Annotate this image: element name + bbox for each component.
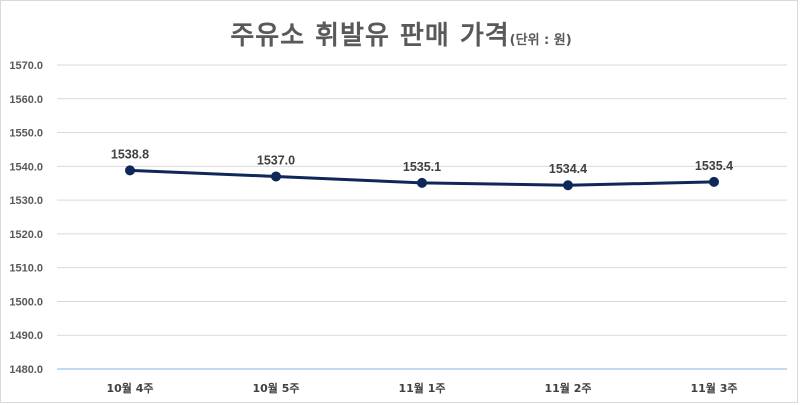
x-tick-label: 10월 5주 xyxy=(252,381,299,395)
data-point xyxy=(271,171,281,182)
data-label: 1535.1 xyxy=(403,160,441,174)
chart-subtitle: (단위 : 원) xyxy=(509,33,572,48)
y-tick-label: 1560.0 xyxy=(9,94,43,106)
y-tick-label: 1570.0 xyxy=(9,60,43,72)
y-tick-label: 1540.0 xyxy=(9,161,43,173)
y-tick-label: 1550.0 xyxy=(9,128,43,140)
chart-title-block: 주유소 휘발유 판매 가격(단위 : 원) xyxy=(1,15,800,52)
x-tick-label: 10월 4주 xyxy=(106,381,153,395)
x-tick-label: 11월 3주 xyxy=(690,381,737,395)
data-point xyxy=(125,165,135,176)
y-tick-label: 1480.0 xyxy=(9,364,43,376)
y-tick-label: 1520.0 xyxy=(9,229,43,241)
data-point xyxy=(563,180,573,191)
data-point xyxy=(417,177,427,188)
y-tick-label: 1510.0 xyxy=(9,263,43,275)
data-point xyxy=(709,176,719,187)
data-label: 1538.8 xyxy=(111,147,149,161)
y-tick-label: 1530.0 xyxy=(9,195,43,207)
y-tick-label: 1490.0 xyxy=(9,330,43,342)
chart-title: 주유소 휘발유 판매 가격 xyxy=(230,21,510,51)
x-tick-label: 11월 1주 xyxy=(398,381,445,395)
data-label: 1534.4 xyxy=(549,162,587,176)
data-label: 1535.4 xyxy=(695,159,733,173)
data-label: 1537.0 xyxy=(257,153,295,167)
y-tick-label: 1500.0 xyxy=(9,296,43,308)
x-tick-label: 11월 2주 xyxy=(544,381,591,395)
